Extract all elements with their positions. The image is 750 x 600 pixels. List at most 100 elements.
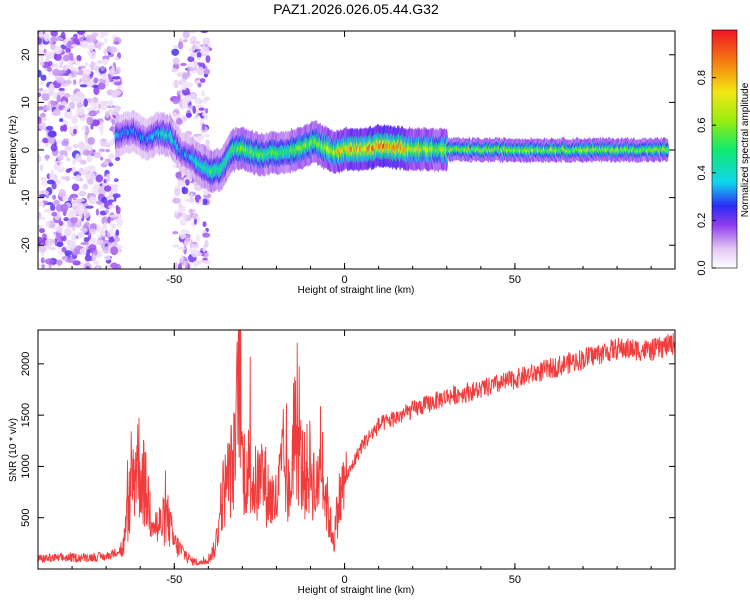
y-tick-label: -20 (20, 237, 32, 253)
colorbar-tick-label: 0.4 (696, 165, 708, 180)
noise-blob (195, 234, 200, 242)
noise-blob (204, 133, 211, 138)
noise-blob (76, 31, 86, 35)
y-tick-label: 1500 (20, 403, 32, 427)
noise-blob (72, 158, 76, 166)
noise-blob (52, 91, 58, 100)
colorbar-gradient (711, 29, 738, 269)
noise-blob (103, 222, 107, 230)
noise-blob (90, 99, 94, 109)
noise-blob (181, 212, 188, 219)
noise-blob (52, 194, 57, 200)
noise-blob (92, 96, 99, 104)
noise-blob (172, 57, 180, 65)
noise-blob (107, 216, 111, 224)
noise-blob (108, 162, 114, 167)
noise-blob (59, 118, 64, 123)
noise-blob (83, 68, 92, 76)
y-tick-label: 2000 (20, 352, 32, 376)
noise-blob (38, 69, 42, 78)
noise-blob (205, 139, 210, 148)
noise-blob (76, 198, 86, 202)
noise-blob (76, 231, 86, 239)
noise-blob (44, 51, 54, 56)
noise-blob (202, 232, 211, 238)
noise-blob (191, 213, 198, 220)
noise-blob (100, 138, 107, 143)
noise-blob (189, 93, 196, 99)
noise-blob (173, 79, 179, 89)
noise-blob (62, 65, 69, 71)
noise-blob (178, 41, 183, 50)
noise-blob (117, 85, 122, 90)
noise-blob (43, 209, 53, 213)
noise-blob (184, 239, 189, 247)
spectrogram-panel: -50 0 50 -20 -10 0 10 20 Height of straight li… (8, 30, 676, 296)
noise-blob (96, 266, 100, 269)
noise-blob (110, 223, 117, 230)
noise-blob (84, 255, 92, 262)
noise-blob (38, 200, 44, 207)
noise-blob (89, 62, 95, 70)
noise-blob (45, 220, 50, 228)
noise-blob (39, 81, 45, 85)
noise-blob (86, 150, 96, 156)
noise-blob (38, 92, 42, 98)
noise-blob (191, 243, 200, 249)
noise-blob (193, 184, 202, 192)
spectrogram-x-ticks: -50 0 50 (37, 31, 652, 286)
spectrogram-y-ticks: -20 -10 0 10 20 (20, 49, 675, 253)
figure-title: PAZ1.2026.026.05.44.G32 (273, 1, 439, 17)
y-tick-label: -10 (20, 190, 32, 206)
noise-blob (198, 107, 205, 111)
noise-blob (41, 62, 45, 66)
y-tick-label: 1000 (20, 454, 32, 478)
noise-blob (105, 209, 109, 214)
noise-blob (50, 31, 58, 37)
noise-blob (100, 156, 104, 161)
noise-blob (95, 208, 99, 216)
noise-blob (97, 60, 103, 64)
noise-blob (70, 232, 77, 242)
noise-blob (113, 81, 122, 86)
snr-panel: -50 0 50 500 1000 1500 2000 Height of straigh… (8, 329, 676, 596)
noise-blob (72, 260, 81, 266)
noise-blob (174, 209, 179, 215)
noise-blob (98, 82, 106, 90)
noise-blob (50, 36, 58, 43)
noise-blob (38, 194, 47, 198)
noise-blob (71, 44, 79, 48)
noise-blob (198, 259, 204, 264)
noise-blob (39, 164, 44, 171)
noise-blob (194, 97, 202, 104)
noise-blob (69, 101, 75, 110)
noise-blob (113, 89, 122, 95)
noise-blob (51, 211, 58, 217)
noise-blob (85, 34, 94, 44)
noise-blob (74, 113, 78, 122)
noise-blob (38, 37, 42, 45)
noise-blob (56, 241, 64, 247)
noise-blob (79, 247, 87, 256)
noise-blob (113, 178, 119, 183)
noise-blob (201, 112, 207, 117)
noise-blob (75, 67, 80, 73)
noise-blob (181, 81, 187, 91)
x-tick-label: 50 (509, 574, 521, 586)
noise-blob (108, 204, 115, 209)
noise-blob (53, 199, 60, 206)
noise-blob (106, 232, 111, 239)
noise-blob (204, 239, 209, 248)
snr-frame (37, 329, 676, 570)
noise-blob (104, 255, 111, 261)
noise-blob (187, 56, 195, 63)
noise-blob (60, 203, 69, 213)
noise-blob (109, 99, 114, 108)
noise-blob (202, 37, 211, 45)
noise-blob (105, 148, 110, 153)
noise-blob (87, 137, 95, 145)
noise-blob (60, 82, 70, 87)
noise-blob (181, 185, 186, 194)
noise-blob (38, 143, 41, 147)
